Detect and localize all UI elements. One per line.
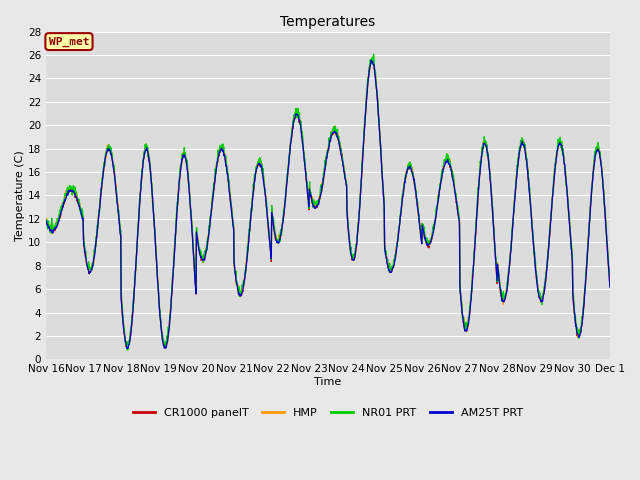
HMP bbox=[367, 57, 375, 63]
CR1000 panelT bbox=[606, 284, 614, 289]
HMP bbox=[168, 289, 175, 295]
Line: HMP: HMP bbox=[46, 60, 610, 348]
NR01 PRT bbox=[540, 288, 548, 294]
Line: AM25T PRT: AM25T PRT bbox=[46, 60, 610, 348]
AM25T PRT bbox=[168, 292, 175, 298]
HMP bbox=[606, 284, 614, 290]
HMP bbox=[417, 229, 424, 235]
CR1000 panelT bbox=[540, 289, 548, 295]
HMP bbox=[490, 227, 498, 233]
Title: Temperatures: Temperatures bbox=[280, 15, 376, 29]
AM25T PRT bbox=[490, 231, 498, 237]
AM25T PRT bbox=[606, 284, 614, 290]
HMP bbox=[540, 291, 548, 297]
NR01 PRT bbox=[490, 226, 498, 232]
AM25T PRT bbox=[124, 346, 132, 351]
Legend: CR1000 panelT, HMP, NR01 PRT, AM25T PRT: CR1000 panelT, HMP, NR01 PRT, AM25T PRT bbox=[129, 404, 527, 422]
CR1000 panelT bbox=[490, 230, 498, 236]
AM25T PRT bbox=[42, 217, 50, 223]
NR01 PRT bbox=[231, 268, 239, 274]
CR1000 panelT bbox=[168, 290, 175, 296]
NR01 PRT bbox=[42, 220, 50, 226]
AM25T PRT bbox=[417, 228, 424, 233]
Text: WP_met: WP_met bbox=[49, 36, 89, 47]
AM25T PRT bbox=[231, 268, 239, 274]
NR01 PRT bbox=[370, 51, 378, 57]
Line: NR01 PRT: NR01 PRT bbox=[46, 54, 610, 350]
CR1000 panelT bbox=[154, 279, 161, 285]
HMP bbox=[42, 215, 50, 221]
CR1000 panelT bbox=[231, 268, 239, 274]
AM25T PRT bbox=[154, 284, 162, 289]
AM25T PRT bbox=[540, 292, 548, 298]
NR01 PRT bbox=[417, 226, 424, 232]
CR1000 panelT bbox=[42, 216, 50, 222]
HMP bbox=[154, 274, 161, 279]
NR01 PRT bbox=[154, 281, 162, 287]
NR01 PRT bbox=[124, 348, 131, 353]
Y-axis label: Temperature (C): Temperature (C) bbox=[15, 150, 25, 241]
CR1000 panelT bbox=[369, 59, 377, 65]
NR01 PRT bbox=[168, 288, 175, 294]
NR01 PRT bbox=[606, 283, 614, 289]
HMP bbox=[161, 346, 169, 351]
CR1000 panelT bbox=[161, 345, 169, 350]
Line: CR1000 panelT: CR1000 panelT bbox=[46, 62, 610, 348]
X-axis label: Time: Time bbox=[314, 377, 342, 387]
CR1000 panelT bbox=[417, 226, 424, 232]
AM25T PRT bbox=[367, 57, 375, 63]
HMP bbox=[231, 267, 239, 273]
